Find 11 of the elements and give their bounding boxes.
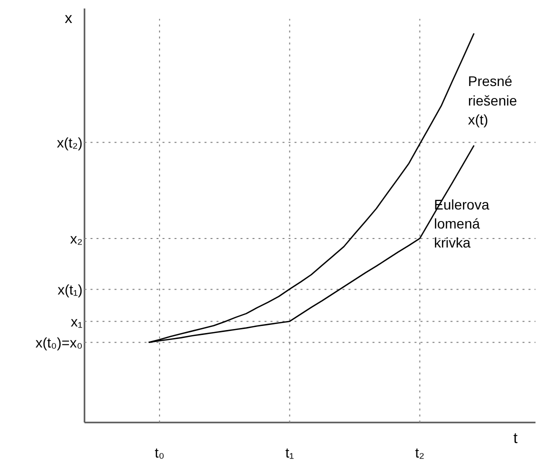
x-axis-title: t	[513, 430, 518, 447]
ref-line-label: x(t₀)=x₀	[35, 334, 83, 350]
ref-line-label: x₁	[70, 313, 83, 330]
ref-line-label: x(t₁)	[58, 281, 82, 298]
x-tick-label: t₂	[415, 444, 424, 460]
series-label: Presné riešenie x(t)	[468, 73, 518, 128]
x-tick-label: t₀	[154, 444, 165, 460]
ref-line-label: x(t₂)	[56, 134, 83, 150]
ref-line-label: x₂	[70, 230, 83, 246]
x-tick-label: t₁	[285, 444, 294, 460]
y-axis-title: x	[64, 10, 73, 27]
